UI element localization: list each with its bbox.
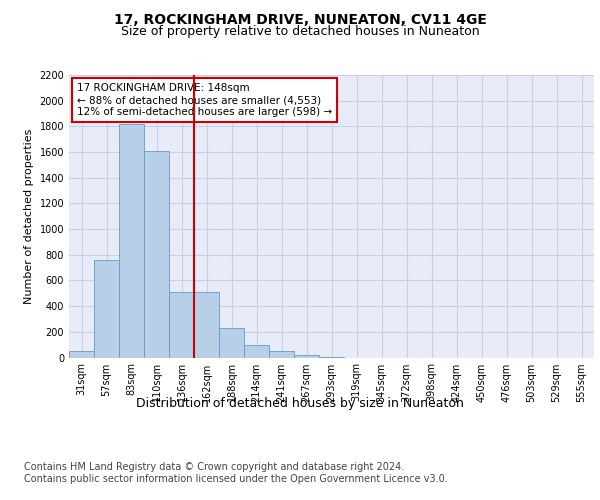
Text: 17 ROCKINGHAM DRIVE: 148sqm
← 88% of detached houses are smaller (4,553)
12% of : 17 ROCKINGHAM DRIVE: 148sqm ← 88% of det… xyxy=(77,84,332,116)
Bar xyxy=(269,351,294,358)
Text: Size of property relative to detached houses in Nuneaton: Size of property relative to detached ho… xyxy=(121,25,479,38)
Bar xyxy=(319,357,344,358)
Text: Distribution of detached houses by size in Nuneaton: Distribution of detached houses by size … xyxy=(136,398,464,410)
Bar xyxy=(219,328,244,358)
Bar xyxy=(119,124,144,358)
Text: Contains HM Land Registry data © Crown copyright and database right 2024.
Contai: Contains HM Land Registry data © Crown c… xyxy=(24,462,448,484)
Bar xyxy=(144,151,169,358)
Bar xyxy=(194,292,219,358)
Y-axis label: Number of detached properties: Number of detached properties xyxy=(24,128,34,304)
Bar xyxy=(169,292,194,358)
Bar xyxy=(94,260,119,358)
Bar xyxy=(69,351,94,358)
Bar xyxy=(244,344,269,358)
Text: 17, ROCKINGHAM DRIVE, NUNEATON, CV11 4GE: 17, ROCKINGHAM DRIVE, NUNEATON, CV11 4GE xyxy=(113,12,487,26)
Bar xyxy=(294,355,319,358)
